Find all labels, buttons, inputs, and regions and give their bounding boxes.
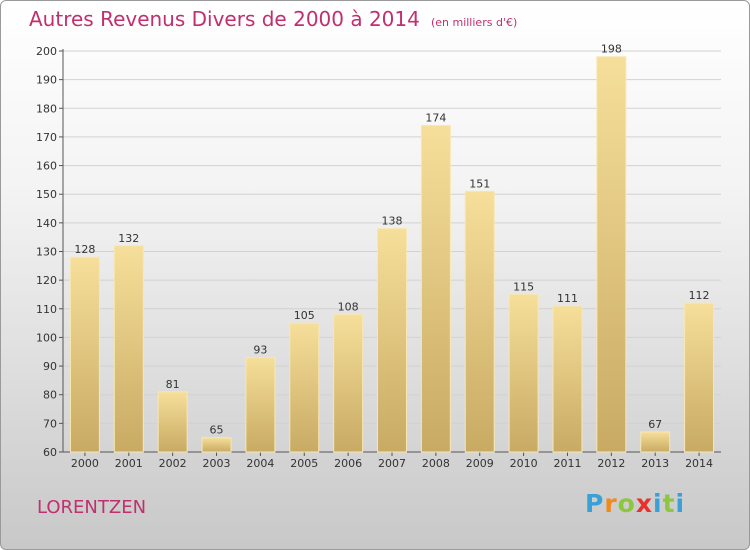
data-label-2002: 81 [166, 378, 180, 391]
y-tick-label-130: 130 [36, 246, 57, 259]
x-tick-label-2014: 2014 [685, 457, 713, 470]
bar-2002 [157, 391, 188, 453]
y-tick-label-120: 120 [36, 274, 57, 287]
data-label-2013: 67 [648, 418, 662, 431]
bar-2001 [113, 245, 144, 453]
chart-title: Autres Revenus Divers de 2000 à 2014 (en… [29, 7, 517, 31]
x-tick-label-2013: 2013 [641, 457, 669, 470]
data-label-2007: 138 [382, 215, 403, 228]
data-label-2010: 115 [513, 280, 534, 293]
data-label-2014: 112 [689, 289, 710, 302]
bars [69, 56, 715, 453]
bar-2006 [333, 314, 364, 453]
data-label-2000: 128 [74, 243, 95, 256]
data-label-2001: 132 [118, 232, 139, 245]
bar-2010 [508, 293, 539, 453]
data-label-2011: 111 [557, 292, 578, 305]
x-tick-label-2003: 2003 [203, 457, 231, 470]
x-tick-label-2012: 2012 [597, 457, 625, 470]
x-tick-label-2001: 2001 [115, 457, 143, 470]
y-tick-label-170: 170 [36, 131, 57, 144]
y-tick-label-100: 100 [36, 331, 57, 344]
x-tick-label-2007: 2007 [378, 457, 406, 470]
bar-2005 [289, 322, 320, 453]
data-label-2012: 198 [601, 43, 622, 56]
bar-2012 [596, 56, 627, 453]
y-tick-label-200: 200 [36, 45, 57, 58]
data-label-2005: 105 [294, 309, 315, 322]
x-tick-label-2005: 2005 [290, 457, 318, 470]
x-tick-label-2010: 2010 [510, 457, 538, 470]
y-tick-label-90: 90 [43, 360, 57, 373]
chart-title-text: Autres Revenus Divers de 2000 à 2014 [29, 7, 420, 31]
y-tick-label-150: 150 [36, 188, 57, 201]
y-tick-label-160: 160 [36, 160, 57, 173]
x-tick-label-2011: 2011 [553, 457, 581, 470]
bar-2013 [640, 431, 671, 453]
bar-2000 [69, 256, 100, 453]
y-tick-label-180: 180 [36, 102, 57, 115]
proxiti-logo[interactable]: Proxiti [585, 489, 686, 518]
y-tick-label-80: 80 [43, 389, 57, 402]
data-label-2006: 108 [338, 301, 359, 314]
data-labels: 128 132 81 65 93 105 108 138 174 151 115 111 198 67 11… [74, 43, 709, 437]
x-tick-label-2004: 2004 [246, 457, 274, 470]
bar-2011 [552, 305, 583, 453]
y-tick-label-110: 110 [36, 303, 57, 316]
data-label-2003: 65 [210, 424, 224, 437]
x-tick-label-2002: 2002 [159, 457, 187, 470]
data-label-2008: 174 [425, 111, 446, 124]
y-tick-label-60: 60 [43, 446, 57, 459]
y-tick-label-140: 140 [36, 217, 57, 230]
bar-2007 [377, 228, 407, 453]
bar-2014 [684, 302, 715, 453]
x-tick-label-2009: 2009 [466, 457, 494, 470]
y-tick-label-190: 190 [36, 74, 57, 87]
bar-2004 [245, 356, 276, 453]
bar-2003 [201, 437, 232, 453]
data-label-2009: 151 [469, 177, 490, 190]
bar-2009 [464, 190, 495, 453]
location-label: LORENTZEN [37, 497, 147, 518]
chart-unit: (en milliers d'€) [430, 16, 518, 29]
data-label-2004: 93 [253, 343, 267, 356]
bar-2008 [420, 124, 451, 453]
x-tick-label-2000: 2000 [71, 457, 99, 470]
y-tick-label-70: 70 [43, 417, 57, 430]
x-tick-label-2006: 2006 [334, 457, 362, 470]
x-tick-label-2008: 2008 [422, 457, 450, 470]
